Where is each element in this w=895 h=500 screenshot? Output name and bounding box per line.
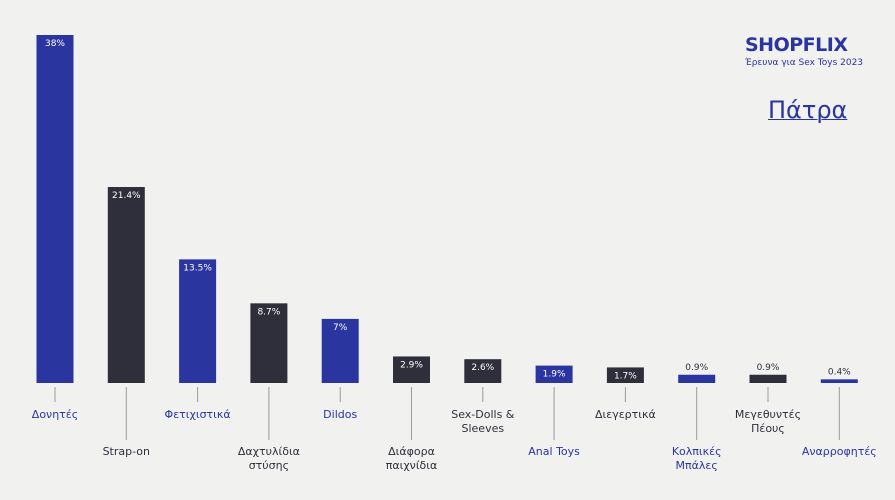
value-label: 1.7% (614, 371, 637, 381)
category-label: Αναρροφητές (801, 445, 877, 458)
value-label: 1.9% (543, 370, 566, 380)
category-label: Φετιχιστικά (164, 408, 231, 421)
bar (393, 356, 430, 383)
brand: SHOPFLIX (745, 34, 848, 56)
value-label: 0.4% (828, 367, 851, 377)
bar (250, 303, 288, 383)
value-label: 13.5% (183, 263, 212, 273)
bar (107, 187, 145, 383)
value-label: 38% (45, 39, 65, 49)
chart-title: Πάτρα (768, 96, 848, 124)
category-label: Διάφορα παιχνίδια (385, 445, 438, 472)
bar (820, 379, 858, 383)
value-label: 21.4% (112, 191, 141, 201)
value-label: 7% (333, 323, 348, 333)
bar (678, 374, 716, 383)
value-label: 0.9% (685, 363, 708, 373)
category-label: Dildos (323, 408, 358, 421)
subtitle: Έρευνα για Sex Toys 2023 (745, 58, 864, 68)
value-label: 8.7% (257, 307, 280, 317)
bar (535, 365, 573, 383)
bar (749, 374, 787, 383)
category-label: Κολπικές Μπάλες (671, 445, 722, 472)
bar (606, 367, 644, 383)
value-label: 2.6% (471, 363, 494, 373)
value-label: 0.9% (757, 363, 780, 373)
bar (179, 259, 217, 383)
category-label: Διεγερτικά (595, 408, 656, 421)
category-label: Μεγεθυντές Πέους (734, 408, 802, 435)
bar (36, 35, 74, 383)
bar (321, 318, 359, 383)
category-label: Δαχτυλίδια στύσης (237, 445, 300, 472)
value-label: 2.9% (400, 360, 423, 370)
bar (464, 359, 502, 383)
category-label: Anal Toys (528, 445, 580, 458)
category-label: Strap-on (102, 445, 150, 458)
category-label: Δονητές (31, 408, 79, 421)
category-label: Sex-Dolls & Sleeves (451, 408, 515, 435)
